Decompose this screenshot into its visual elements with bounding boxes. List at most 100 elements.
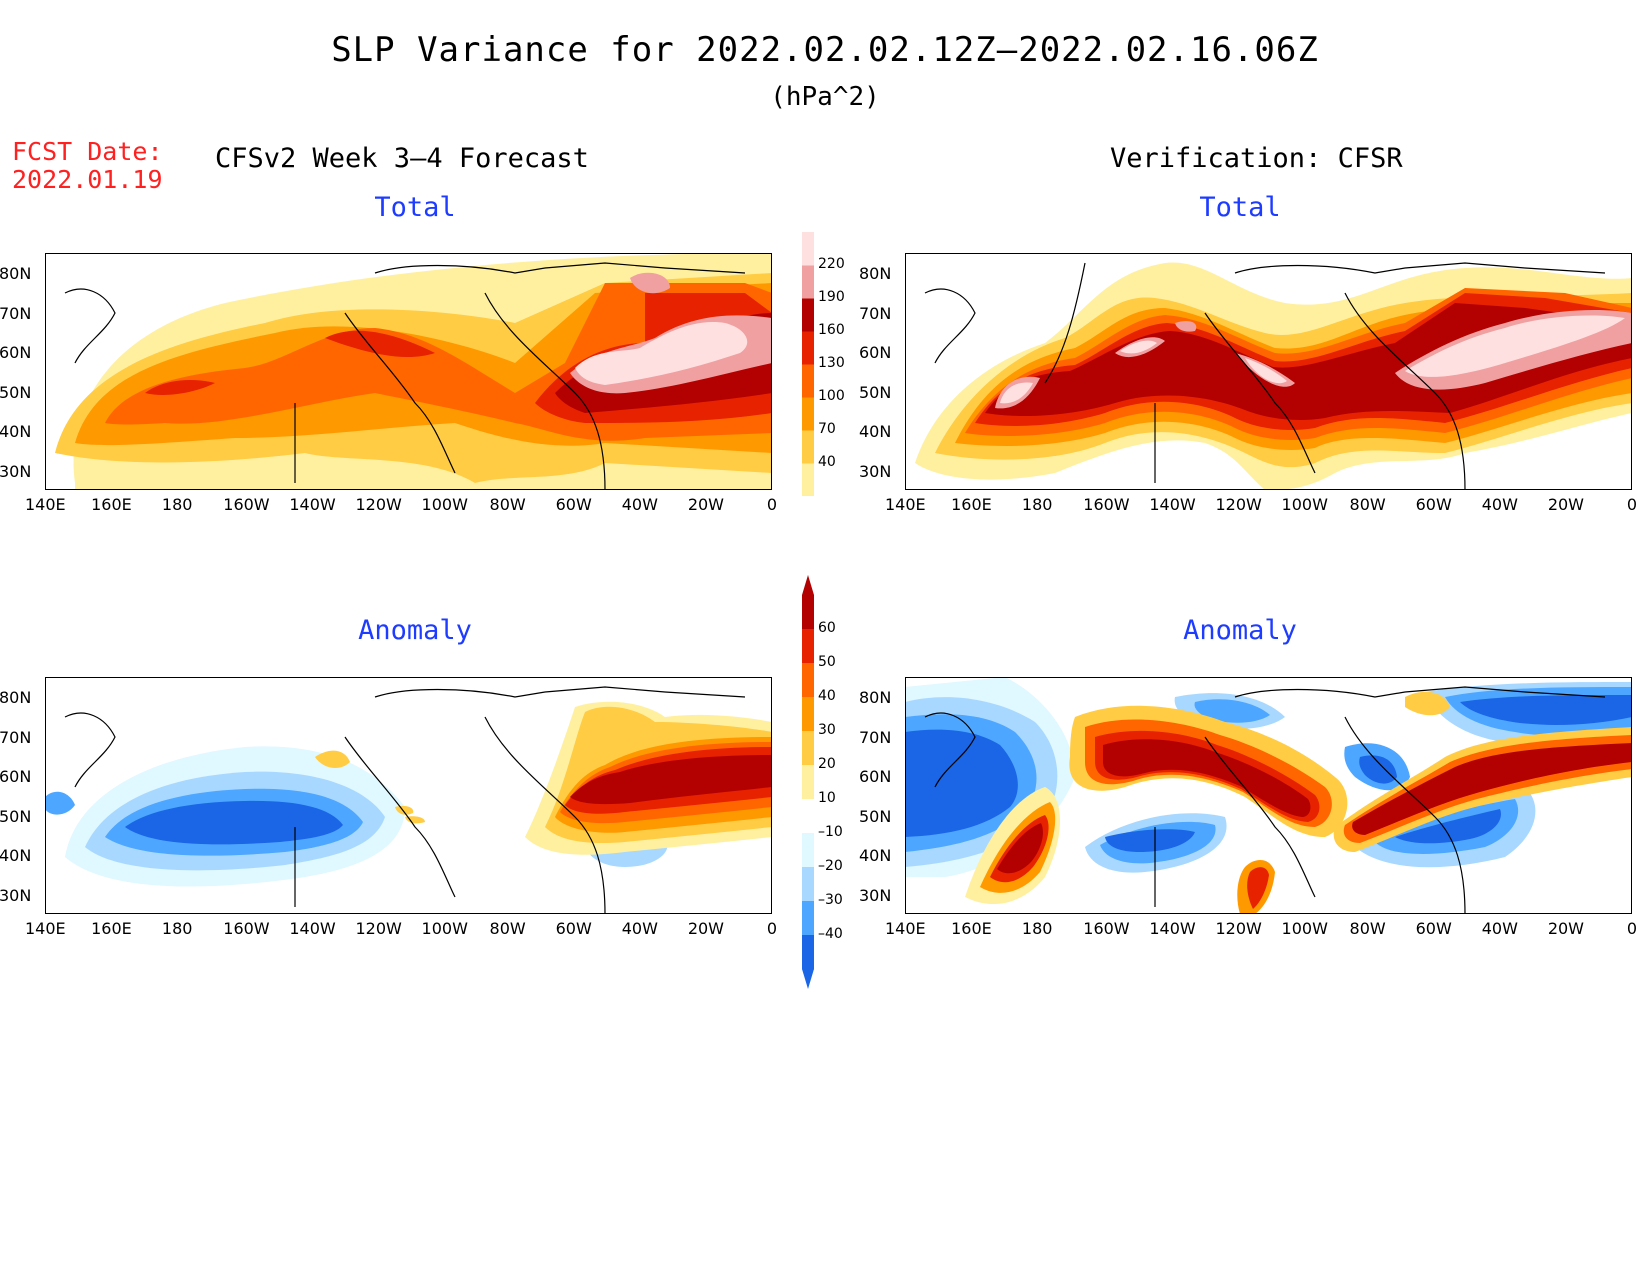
colorbar-total-swatches: [802, 212, 814, 516]
colorbar-swatch: [802, 935, 814, 970]
colorbar-label: 130: [818, 355, 845, 371]
colorbar-anomaly: 60 50 40 30 20 10 –10 –20 –30 –40: [800, 575, 860, 1015]
verif-total-map: [905, 253, 1632, 490]
lat-label: 80N: [0, 688, 32, 707]
lon-label: 160E: [951, 495, 992, 514]
lat-label: 40N: [0, 846, 32, 866]
units-label: (hPa^2): [770, 82, 880, 112]
lat-label: 50N: [0, 806, 32, 826]
lon-label: 0: [766, 919, 778, 938]
fcst-total-map: [45, 253, 772, 490]
colorbar-swatch: [802, 298, 814, 332]
lon-label: 160W: [223, 919, 270, 938]
lon-label: 40W: [1481, 495, 1518, 514]
lon-label: 140E: [885, 919, 926, 938]
colorbar-label: –40: [818, 926, 843, 942]
lat-label: 50N: [859, 806, 892, 826]
colorbar-label: 60: [818, 620, 836, 636]
lat-label: 70N: [859, 727, 892, 747]
colorbar-swatch: [802, 731, 814, 766]
lon-label: 140W: [289, 495, 336, 514]
colorbar-label: 50: [818, 654, 836, 670]
fcst-anomaly-field: [45, 677, 772, 914]
lat-label: 50N: [0, 382, 32, 402]
colorbar-label: 40: [818, 688, 836, 704]
fcst-date-value: 2022.01.19: [12, 165, 163, 194]
lon-label: 100W: [1281, 919, 1328, 938]
lon-label: 160E: [951, 919, 992, 938]
verif-anomaly-title: Anomaly: [1183, 615, 1297, 646]
colorbar-swatch: [802, 901, 814, 936]
lon-label: 140E: [885, 495, 926, 514]
lon-label: 120W: [1215, 919, 1262, 938]
lon-label: 160E: [91, 495, 132, 514]
colorbar-swatch: [802, 799, 814, 834]
fcst-total-title: Total: [374, 192, 456, 223]
lon-label: 60W: [1415, 919, 1452, 938]
lon-label: 60W: [1415, 495, 1452, 514]
verification-header: Verification: CFSR: [1110, 143, 1403, 174]
lon-label: 160W: [1083, 919, 1130, 938]
fcst-date: FCST Date: 2022.01.19: [12, 138, 163, 194]
verif-anomaly-map: [905, 677, 1632, 914]
lon-label: 140W: [1149, 919, 1196, 938]
lon-label: 140E: [25, 919, 66, 938]
fcst-total-field: [45, 253, 772, 490]
lat-label: 60N: [859, 343, 892, 363]
lon-label: 160E: [91, 919, 132, 938]
lon-label: 160W: [223, 495, 270, 514]
lat-label: 30N: [859, 462, 892, 481]
fcst-anomaly-map: [45, 677, 772, 914]
verif-total-title: Total: [1199, 192, 1281, 223]
lon-label: 180: [1021, 919, 1053, 938]
colorbar-label: 10: [818, 790, 836, 806]
lon-label: 60W: [555, 495, 592, 514]
lon-label: 80W: [1349, 495, 1386, 514]
colorbar-label: –20: [818, 858, 843, 874]
lon-label: 40W: [621, 495, 658, 514]
colorbar-swatch: [802, 364, 814, 398]
colorbar-swatch: [802, 463, 814, 497]
lon-label: 20W: [687, 495, 724, 514]
colorbar-swatch: [802, 629, 814, 664]
lon-label: 100W: [421, 495, 468, 514]
lon-label: 80W: [1349, 919, 1386, 938]
lon-label: 120W: [355, 919, 402, 938]
colorbar-total: 40 70 100 130 160 190 220: [800, 212, 860, 532]
lon-label: 20W: [1547, 919, 1584, 938]
colorbar-min-triangle: [802, 969, 814, 989]
colorbar-label: 20: [818, 756, 836, 772]
colorbar-swatch: [802, 663, 814, 698]
lon-label: 100W: [421, 919, 468, 938]
lon-label: 140E: [25, 495, 66, 514]
colorbar-swatch: [802, 265, 814, 299]
lat-label: 70N: [0, 727, 32, 747]
lon-label: 20W: [1547, 495, 1584, 514]
colorbar-anomaly-swatches: [802, 575, 814, 989]
verif-total-field: [905, 253, 1632, 490]
colorbar-swatch: [802, 765, 814, 800]
lon-label: 140W: [289, 919, 336, 938]
colorbar-swatch: [802, 397, 814, 431]
lat-label: 40N: [859, 422, 892, 442]
lat-label: 40N: [859, 846, 892, 866]
colorbar-max-triangle: [802, 575, 814, 595]
lat-label: 70N: [0, 303, 32, 323]
lon-label: 100W: [1281, 495, 1328, 514]
lat-label: 80N: [859, 688, 892, 707]
colorbar-label: 160: [818, 322, 845, 338]
colorbar-label: 40: [818, 454, 836, 470]
lat-label: 60N: [0, 767, 32, 787]
verif-anomaly-field: [905, 677, 1632, 914]
lat-label: 80N: [859, 264, 892, 283]
colorbar-swatch: [802, 331, 814, 365]
lon-label: 40W: [621, 919, 658, 938]
colorbar-swatch: [802, 697, 814, 732]
colorbar-label: –10: [818, 824, 843, 840]
colorbar-label: 190: [818, 289, 845, 305]
lat-label: 50N: [859, 382, 892, 402]
colorbar-label: 30: [818, 722, 836, 738]
lat-label: 30N: [859, 886, 892, 905]
colorbar-label: 100: [818, 388, 845, 404]
colorbar-label: 70: [818, 421, 836, 437]
